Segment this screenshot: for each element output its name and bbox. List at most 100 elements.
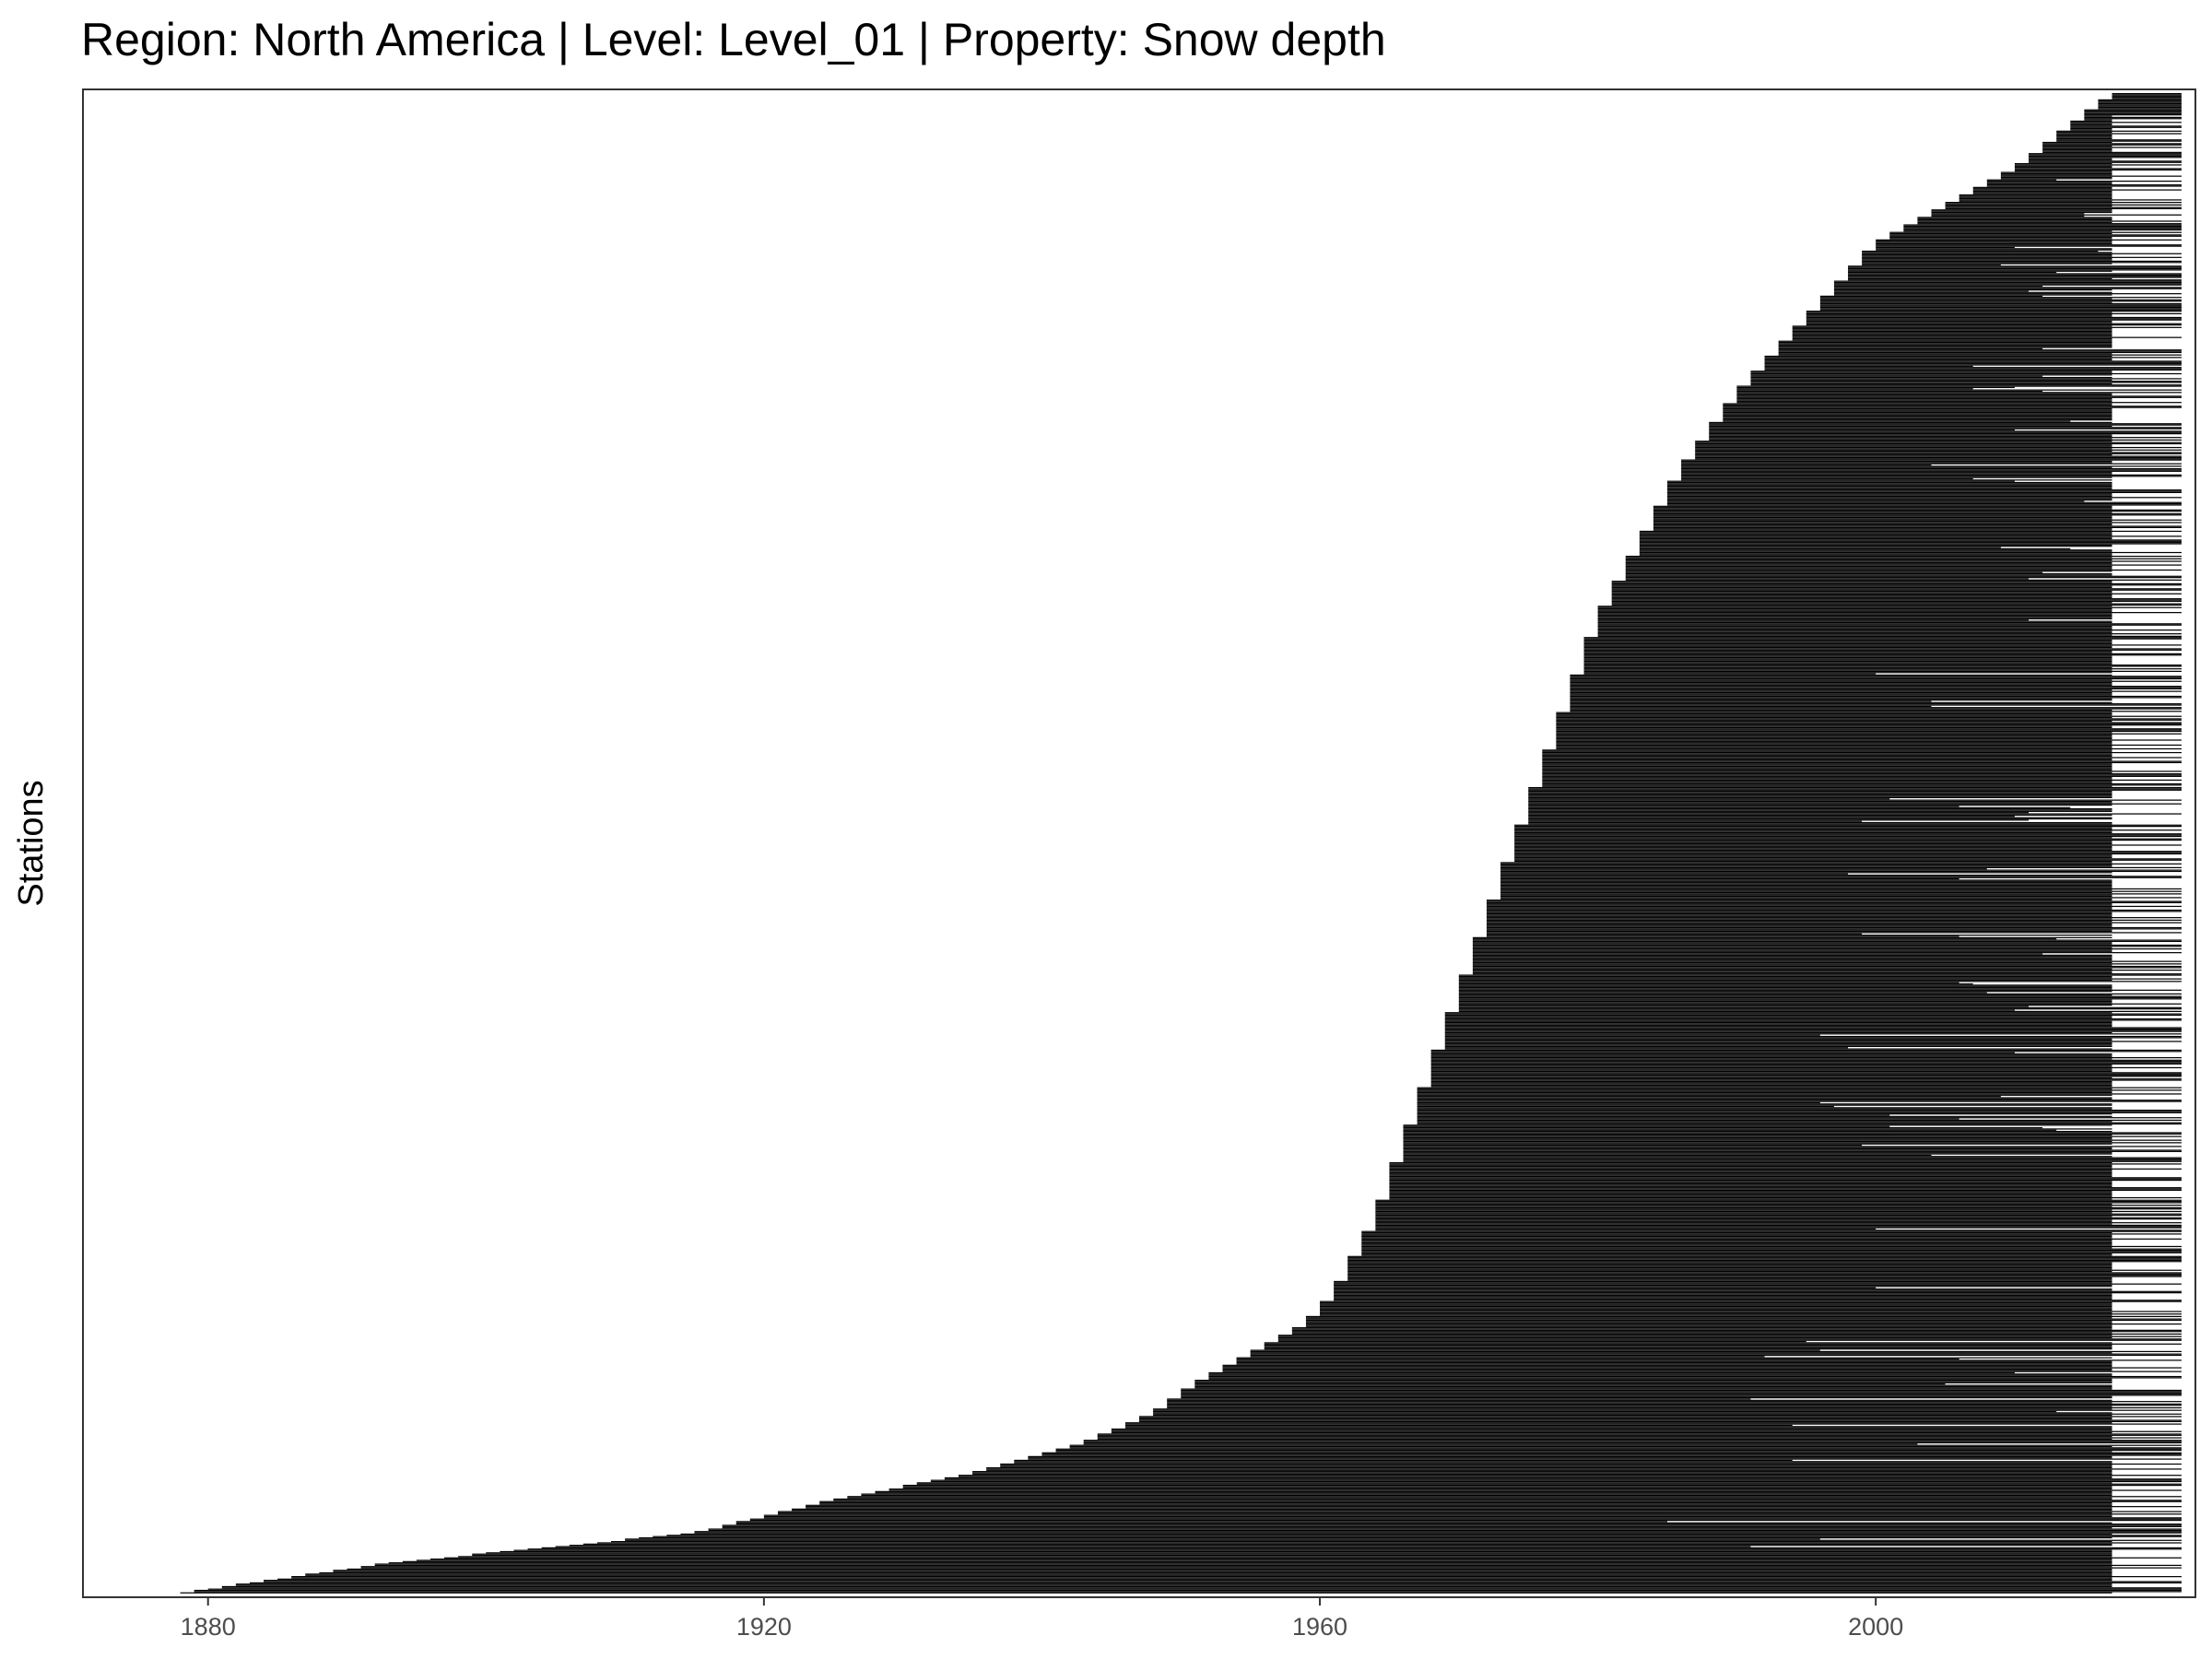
station-bar (1417, 1096, 2001, 1098)
station-bar (1611, 592, 2112, 594)
station-bar (1709, 435, 2112, 437)
station-bar (1792, 330, 2112, 332)
station-bar (2042, 147, 2112, 149)
station-bar (1542, 785, 2112, 787)
station-bar (1500, 891, 2112, 894)
station-bar (2056, 140, 2182, 142)
station-bar (1277, 1339, 2182, 1341)
station-bar (1097, 1434, 2182, 1436)
station-bar (513, 1549, 2112, 1551)
station-bar (888, 1489, 2182, 1491)
station-bar (1444, 1018, 2182, 1020)
station-bar (1291, 1332, 2112, 1334)
station-bar (1500, 862, 2112, 864)
station-bar (1528, 800, 2112, 803)
station-bar (1583, 673, 1877, 675)
station-bar (1153, 1409, 2182, 1411)
station-bar (1723, 416, 2112, 418)
station-bar (1667, 484, 2112, 486)
station-bar (1055, 1449, 2182, 1452)
station-bar (847, 1497, 2112, 1499)
station-bar (1625, 557, 2112, 559)
station-bar (777, 1512, 2112, 1514)
station-bar (694, 1531, 2182, 1533)
station-bar (2014, 165, 2112, 167)
station-bar (1347, 1273, 2182, 1275)
station-bar (1848, 279, 2182, 281)
station-bar (1792, 336, 2182, 338)
station-bar (264, 1580, 2112, 1582)
station-bar (1486, 903, 2112, 905)
station-bar (1430, 1065, 2112, 1067)
station-bar (1667, 504, 2182, 506)
station-bar (1486, 917, 2182, 919)
station-bar (1347, 1258, 2182, 1260)
station-bar (1570, 687, 2182, 688)
station-bar (1986, 179, 2057, 181)
station-bar (1528, 804, 2112, 806)
station-bar (1556, 724, 2182, 726)
station-bar (1403, 1136, 2112, 1139)
station-bar (1833, 289, 2112, 291)
station-bar (1819, 305, 2182, 307)
station-bar (1264, 1343, 2182, 1345)
station-bar (1167, 1406, 2182, 1409)
station-bar (1819, 297, 2182, 299)
station-bar (1723, 418, 2112, 419)
station-bar (1723, 404, 2112, 406)
station-bar (708, 1528, 2182, 1530)
station-bar (1472, 950, 2112, 952)
station-bar (1528, 819, 2030, 821)
station-bar (1709, 423, 2182, 425)
station-bar (1403, 1129, 2057, 1131)
station-bar (1792, 328, 2112, 330)
station-bar (1597, 618, 2112, 620)
station-bar (1430, 1061, 2182, 1063)
station-bar (1848, 273, 2182, 275)
station-bar (1430, 1055, 2112, 1057)
station-bar (1334, 1296, 2112, 1298)
station-bar (1903, 230, 2112, 232)
station-bar (1430, 1068, 2112, 1070)
station-bar (1403, 1148, 2112, 1150)
station-bar (1583, 655, 2112, 657)
station-bar (374, 1564, 2182, 1567)
station-bar (1611, 594, 2112, 596)
station-bar (1375, 1210, 2182, 1213)
station-bar (1277, 1335, 2182, 1337)
station-bar (1375, 1224, 2182, 1226)
station-bar (1570, 694, 2112, 696)
station-bar (1556, 726, 2112, 729)
station-bar (1695, 442, 2182, 445)
station-bar (1972, 189, 2182, 191)
station-bar (1931, 210, 2112, 212)
station-bar (1792, 329, 2112, 331)
station-bar (1500, 895, 2112, 898)
station-bar (1556, 712, 2112, 713)
station-bar (1417, 1103, 2112, 1105)
station-bar (1542, 757, 2182, 759)
station-bar (1264, 1345, 2112, 1347)
station-bar (1486, 929, 2112, 931)
station-bar (1709, 424, 2182, 426)
station-bar (1570, 709, 2112, 712)
station-bar (1514, 856, 2112, 859)
station-bar (1361, 1249, 2182, 1252)
station-bar (1472, 960, 2182, 962)
station-bar (1486, 909, 2182, 912)
station-bar (1444, 1024, 2112, 1026)
station-bar (1486, 908, 2112, 910)
station-bar (1556, 714, 2112, 716)
station-bar (1514, 835, 2182, 838)
station-bar (1876, 241, 2112, 243)
station-bar (1124, 1422, 2112, 1424)
station-bar (653, 1535, 2182, 1537)
station-bar (2000, 176, 2112, 179)
station-bar (1458, 1008, 2182, 1010)
station-bar (1583, 658, 2112, 660)
station-bar (1848, 265, 2182, 267)
station-bar (1639, 539, 2182, 541)
station-bar (1556, 744, 2182, 747)
station-bar (2029, 160, 2182, 162)
station-bar (972, 1473, 2112, 1475)
